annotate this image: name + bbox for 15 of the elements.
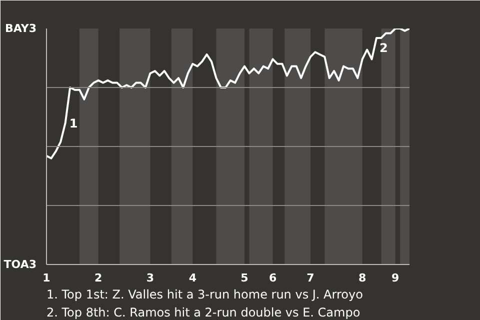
x-tick-label: 7 [306, 272, 314, 284]
x-tick-label: 6 [268, 272, 277, 284]
annotation: 1 [69, 116, 78, 130]
x-tick-label: 3 [146, 272, 154, 284]
text: TOA3 [4, 258, 37, 271]
text: BAY3 [5, 22, 37, 35]
x-tick-label: 1 [42, 272, 50, 284]
x-tick-label: 2 [94, 272, 102, 284]
annotation: 2 [380, 40, 388, 55]
text: 1. Top 1st: Z. Valles hit a 3-run home run vs J. Arroyo [46, 288, 363, 302]
text: 2. Top 8th: C. Ramos hit a 2-run double vs E. Campo [46, 306, 360, 320]
x-tick-label: 9 [392, 272, 400, 284]
x-tick-label: 5 [240, 272, 248, 284]
x-tick-label: 8 [358, 272, 366, 284]
x-tick-label: 4 [188, 272, 197, 284]
